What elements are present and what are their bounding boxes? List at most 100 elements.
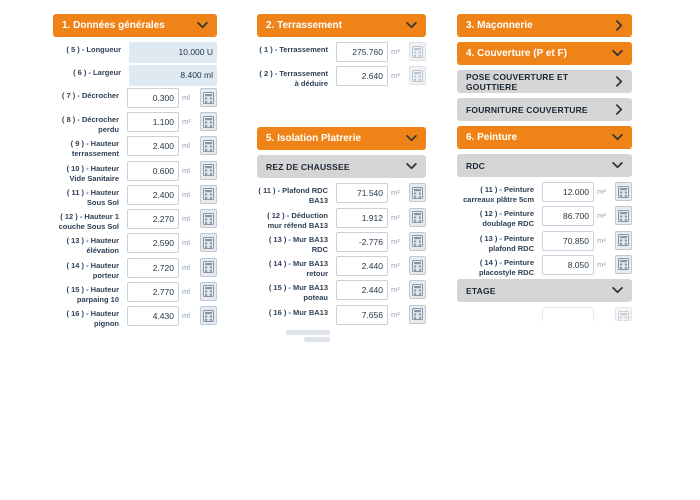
value-input[interactable] <box>336 256 388 276</box>
section-header-5-isolation-platrerie[interactable]: 5. Isolation Platrerie <box>257 127 426 151</box>
section-header-rez-de-chaussee[interactable]: REZ DE CHAUSSEE <box>257 155 426 179</box>
unit-label: ml <box>182 214 190 223</box>
row-label: ( 12 ) - Déduction mur réfend BA13 <box>267 210 328 230</box>
calculator-icon <box>618 234 629 246</box>
value-input[interactable] <box>542 254 594 275</box>
chevron-right-icon <box>616 76 623 87</box>
value-input[interactable] <box>127 233 179 254</box>
row-label: ( 12 ) - Hauteur 1 couche Sous Sol <box>58 212 119 232</box>
unit-label: m² <box>391 309 400 319</box>
value-input[interactable] <box>336 280 388 301</box>
chevron-down-icon <box>406 135 417 142</box>
section-title: 6. Peinture <box>466 132 518 143</box>
calculator-icon <box>203 285 214 298</box>
value-input[interactable] <box>127 281 179 302</box>
calculator-button[interactable] <box>200 209 217 228</box>
value-input[interactable] <box>127 209 179 229</box>
calculator-icon <box>412 308 423 320</box>
section-header-etage[interactable]: ETAGE <box>457 279 632 302</box>
form-row: ( 15 ) - Mur BA13 poteau m² <box>257 280 426 303</box>
value-input[interactable] <box>336 66 388 86</box>
calculator-icon <box>203 261 214 273</box>
chevron-down-icon <box>406 22 417 29</box>
value-input[interactable] <box>127 112 179 132</box>
calculator-icon <box>412 259 423 272</box>
calculator-button[interactable] <box>409 66 426 85</box>
calculator-button[interactable] <box>409 183 426 203</box>
calculator-button[interactable] <box>615 206 632 226</box>
calculator-button[interactable] <box>200 233 217 253</box>
value-input[interactable] <box>127 160 179 181</box>
section-header-pose-couverture-et-gouttiere[interactable]: POSE COUVERTURE ET GOUTTIERE <box>457 70 632 93</box>
chevron-down-icon <box>197 22 208 29</box>
calculator-button[interactable] <box>615 254 632 274</box>
calculator-button[interactable] <box>615 182 632 201</box>
calculator-button[interactable] <box>409 280 426 300</box>
section-header-6-peinture[interactable]: 6. Peinture <box>457 126 632 149</box>
row-label: ( 9 ) - Hauteur terrassement <box>70 139 119 159</box>
value-input[interactable] <box>127 88 179 108</box>
calculator-icon <box>203 139 214 152</box>
value-input[interactable] <box>127 136 179 157</box>
chevron-right-icon <box>616 20 623 31</box>
value-input[interactable] <box>542 206 594 227</box>
value-input[interactable] <box>127 306 179 326</box>
value-input[interactable] <box>127 257 179 278</box>
value-input[interactable] <box>336 207 388 228</box>
row-label: ( 14 ) - Hauteur porteur <box>66 260 119 280</box>
section-header-4-couverture-p-et-f[interactable]: 4. Couverture (P et F) <box>457 42 632 65</box>
calculator-icon <box>412 186 423 199</box>
form-row: ( 16 ) - Hauteur pignon ml <box>53 306 217 329</box>
calculator-button[interactable] <box>200 257 217 277</box>
unit-label: ml <box>182 165 190 175</box>
unit-label: m³ <box>391 71 400 80</box>
value-input[interactable] <box>336 231 388 252</box>
form-row: ( 7 ) - Décrocher ml <box>53 88 217 111</box>
section-header-3-maconnerie[interactable]: 3. Maçonnerie <box>457 14 632 37</box>
calculator-button[interactable] <box>200 88 217 107</box>
value-input[interactable] <box>336 42 388 62</box>
calculator-button[interactable] <box>200 281 217 301</box>
calculator-button[interactable] <box>409 42 426 61</box>
calculator-button[interactable] <box>409 256 426 275</box>
calculator-icon <box>203 309 214 322</box>
calculator-icon <box>412 211 423 223</box>
form-row: ( 8 ) - Décrocher perdu m² <box>53 112 217 135</box>
cut-off-label-fragment <box>257 329 426 344</box>
section-title: ETAGE <box>466 285 496 296</box>
calculator-icon <box>412 69 423 82</box>
row-label: ( 1 ) - Terrassement <box>259 45 328 54</box>
row-label <box>457 307 539 310</box>
chevron-down-icon <box>612 162 623 169</box>
calculator-button[interactable] <box>200 136 217 156</box>
form-row: ( 12 ) - Déduction mur réfend BA13 m² <box>257 207 426 231</box>
calculator-button[interactable] <box>200 112 217 131</box>
value-input[interactable] <box>336 183 388 204</box>
section-title: FOURNITURE COUVERTURE <box>466 104 588 115</box>
section-header-1-donnees-generales[interactable]: 1. Données générales <box>53 14 217 37</box>
value-input[interactable] <box>542 230 594 251</box>
section-title: 3. Maçonnerie <box>466 20 533 31</box>
unit-label: m² <box>391 285 400 295</box>
form-column-2: 2. Terrassement ( 1 ) - Terrassement m³ ( 2… <box>257 14 426 344</box>
calculator-button[interactable] <box>615 230 632 250</box>
section-header-fourniture-couverture[interactable]: FOURNITURE COUVERTURE <box>457 98 632 121</box>
row-label: ( 2 ) - Terrassement à déduire <box>259 69 328 89</box>
value-input[interactable] <box>542 182 594 202</box>
form-row: ( 16 ) - Mur BA13 m² <box>257 304 426 328</box>
form-row: ( 11 ) - Hauteur Sous Sol ml <box>53 184 217 208</box>
calculator-button[interactable] <box>409 231 426 251</box>
calculator-button[interactable] <box>409 207 426 227</box>
row-label: ( 7 ) - Décrocher <box>61 91 119 100</box>
section-header-2-terrassement[interactable]: 2. Terrassement <box>257 14 426 37</box>
calculator-button[interactable] <box>409 304 426 324</box>
form-row: ( 14 ) - Mur BA13 retour m² <box>257 256 426 279</box>
calculator-button[interactable] <box>200 184 217 204</box>
value-input[interactable] <box>336 304 388 325</box>
value-input[interactable] <box>127 184 179 205</box>
calculator-button[interactable] <box>200 306 217 325</box>
calculator-icon <box>618 185 629 198</box>
calculator-button[interactable] <box>200 160 217 180</box>
chevron-down-icon <box>612 134 623 141</box>
section-header-rdc[interactable]: RDC <box>457 154 632 177</box>
